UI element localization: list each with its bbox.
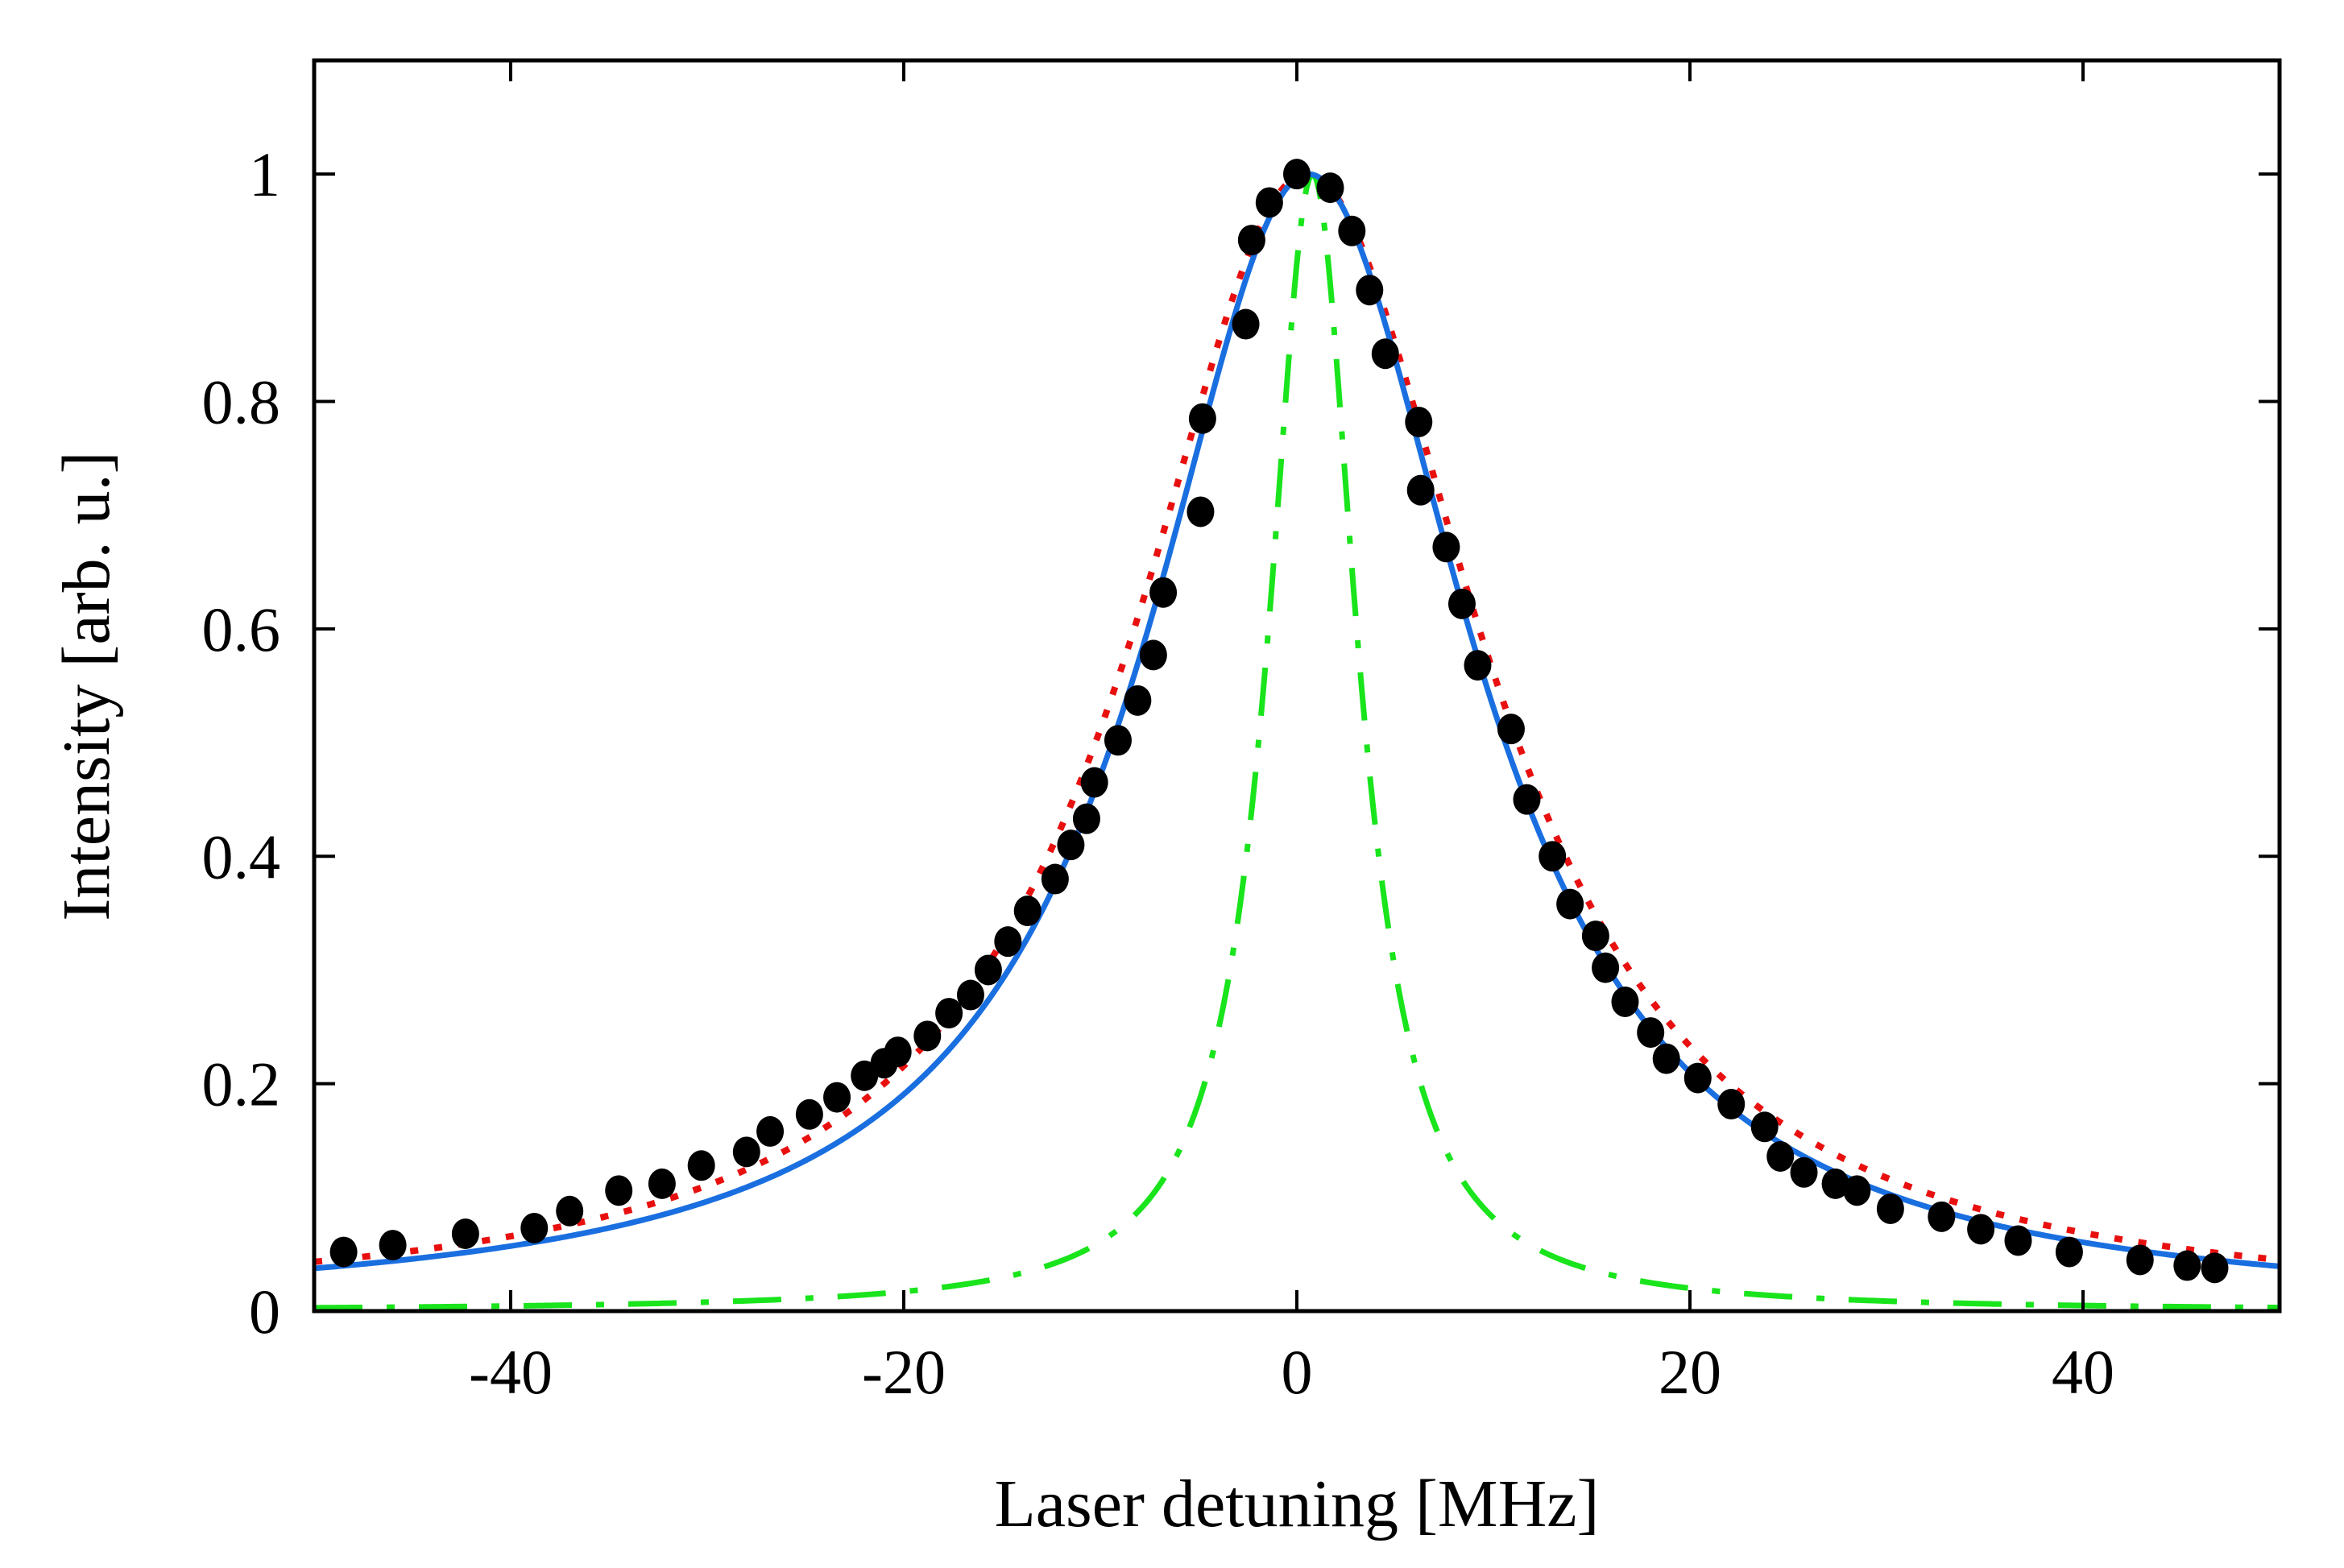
y-axis-title: Intensity [arb. u.] — [49, 451, 124, 921]
data-point — [1717, 1089, 1746, 1120]
data-point — [648, 1168, 676, 1199]
data-point — [1104, 725, 1132, 756]
data-point — [974, 954, 1002, 986]
y-tick-label: 1 — [249, 139, 280, 209]
data-point — [756, 1115, 785, 1147]
y-tick-label: 0.4 — [202, 821, 281, 892]
data-point — [451, 1218, 479, 1249]
curve-solid — [314, 171, 2280, 1272]
data-point — [520, 1212, 549, 1243]
data-point — [1149, 577, 1178, 608]
x-tick-label: -40 — [469, 1337, 553, 1407]
curve-dash-dot — [314, 172, 2280, 1311]
data-point — [1139, 639, 1167, 671]
y-tick-label: 0.6 — [202, 594, 281, 664]
data-point — [1406, 474, 1435, 506]
data-point — [1338, 215, 1366, 246]
plot-frame — [312, 58, 2282, 1314]
data-point — [935, 998, 963, 1029]
data-point — [1513, 784, 1541, 815]
y-tick-label: 0.8 — [202, 367, 281, 437]
data-point — [1255, 187, 1283, 218]
data-point — [1750, 1111, 1779, 1143]
data-point — [1072, 803, 1100, 834]
data-point — [556, 1195, 584, 1227]
data-point — [884, 1036, 912, 1068]
x-axis-ticks: -40 -20 0 20 40 — [469, 60, 2114, 1407]
data-point — [1356, 275, 1384, 306]
data-point — [1821, 1168, 1849, 1199]
data-point — [329, 1236, 358, 1268]
data-point — [1539, 841, 1567, 872]
data-point — [379, 1230, 407, 1261]
fit-curves — [314, 171, 2280, 1311]
y-tick-label: 0 — [249, 1276, 280, 1347]
data-points — [329, 159, 2229, 1284]
data-point — [1186, 496, 1215, 527]
data-point — [1652, 1043, 1680, 1074]
data-point — [1967, 1214, 1995, 1245]
data-point — [1237, 225, 1265, 256]
data-point — [1405, 406, 1433, 437]
data-point — [1790, 1156, 1818, 1188]
x-tick-label: 20 — [1659, 1337, 1721, 1407]
data-point — [687, 1150, 715, 1181]
data-point — [1497, 714, 1525, 745]
data-point — [732, 1136, 760, 1168]
data-point — [1464, 650, 1492, 681]
data-point — [2173, 1250, 2201, 1281]
data-point — [2004, 1225, 2032, 1256]
data-point — [1080, 767, 1108, 798]
data-point — [1432, 532, 1460, 563]
data-point — [1371, 338, 1399, 370]
data-point — [1637, 1017, 1665, 1049]
data-point — [1683, 1062, 1712, 1094]
data-point — [795, 1098, 823, 1130]
data-point — [994, 926, 1022, 958]
data-point — [1283, 159, 1311, 190]
data-point — [1057, 830, 1085, 861]
data-point — [1876, 1193, 1904, 1224]
data-point — [1316, 172, 1344, 204]
data-point — [1611, 986, 1639, 1017]
data-point — [1013, 896, 1042, 927]
y-axis-ticks: 0 0.2 0.4 0.6 0.8 1 — [202, 139, 2280, 1347]
data-point — [2201, 1252, 2229, 1284]
data-point — [605, 1175, 633, 1206]
x-tick-label: 0 — [1282, 1337, 1313, 1407]
data-point — [1556, 888, 1584, 920]
x-axis-title: Laser detuning [MHz] — [994, 1467, 1599, 1541]
data-point — [1188, 403, 1216, 434]
data-point — [1592, 952, 1620, 983]
y-tick-label: 0.2 — [202, 1049, 281, 1119]
data-point — [956, 979, 984, 1011]
data-point — [1124, 685, 1152, 716]
data-point — [1447, 588, 1476, 619]
data-point — [823, 1082, 851, 1113]
x-tick-label: -20 — [862, 1337, 946, 1407]
curve-dotted — [314, 171, 2280, 1265]
data-point — [1928, 1201, 1956, 1232]
data-point — [1766, 1140, 1795, 1172]
data-point — [913, 1020, 942, 1052]
data-point — [1843, 1175, 1871, 1206]
data-point — [2055, 1236, 2083, 1268]
data-point — [1232, 308, 1260, 340]
data-point — [2126, 1244, 2154, 1276]
data-point — [1041, 863, 1069, 895]
data-point — [1581, 921, 1609, 952]
x-tick-label: 40 — [2052, 1337, 2114, 1407]
